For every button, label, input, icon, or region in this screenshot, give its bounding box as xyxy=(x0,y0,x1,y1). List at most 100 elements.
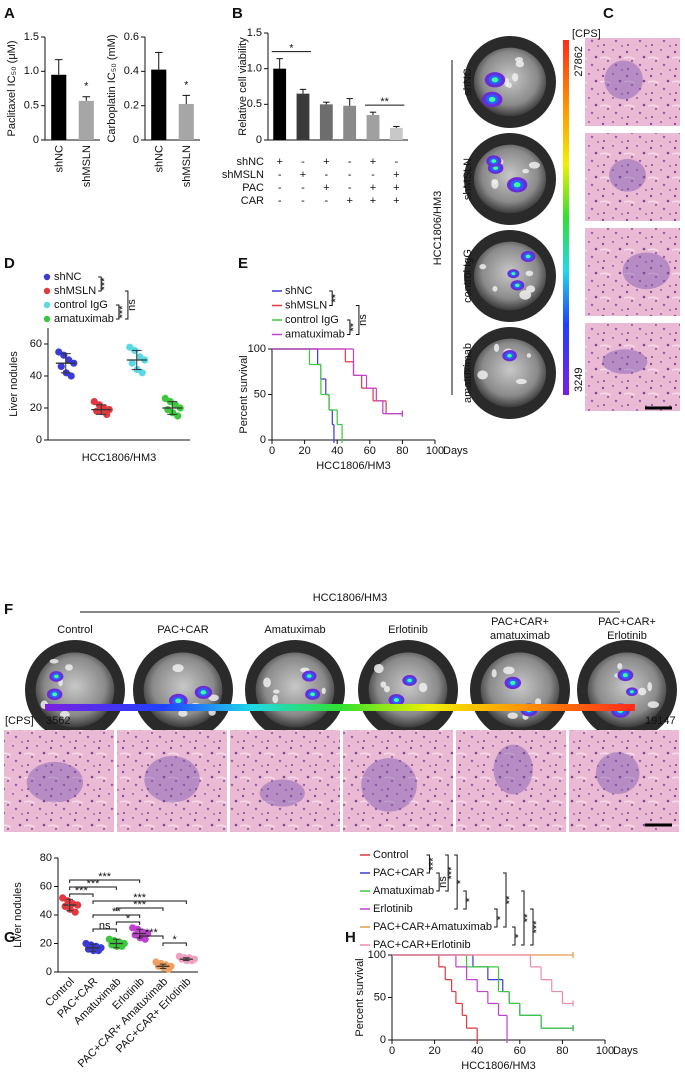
bar xyxy=(51,74,67,140)
x-tick-label: 100 xyxy=(426,445,444,457)
y-tick-label: 100 xyxy=(368,949,386,961)
survival-step xyxy=(519,1003,542,1016)
significance-label: *** xyxy=(145,927,159,939)
legend-label: PAC+CAR xyxy=(373,867,425,879)
histology-image xyxy=(585,133,680,221)
significance-bracket xyxy=(426,854,430,874)
tissue-highlight xyxy=(638,687,647,696)
significance-bracket xyxy=(445,854,449,892)
y-tick-label: 20 xyxy=(40,937,52,949)
x-tick-label: 80 xyxy=(556,1045,568,1057)
y-tick-label: 1.0 xyxy=(247,63,262,75)
significance-label: *** xyxy=(133,899,147,911)
histology-image xyxy=(230,730,340,832)
significance-bracket xyxy=(69,879,141,883)
condition-mark: + xyxy=(323,182,329,194)
significance-label: *** xyxy=(75,885,89,897)
significance-label: * xyxy=(84,81,89,93)
condition-mark: + xyxy=(370,195,376,207)
significance-bracket xyxy=(98,276,102,292)
tissue-highlight xyxy=(263,677,271,688)
survival-step xyxy=(365,375,377,389)
x-tick-label: shNC xyxy=(154,145,166,173)
column-label: Erlotinib xyxy=(388,624,428,636)
x-axis-label: HCC1806/HM3 xyxy=(82,452,157,464)
tissue-highlight xyxy=(504,77,510,87)
condition-label: shMSLN xyxy=(222,169,264,181)
significance-label: *** xyxy=(99,277,111,291)
y-axis-label: Percent survival xyxy=(238,355,250,433)
legend-label: Amatuximab xyxy=(373,885,434,897)
histology-image xyxy=(117,730,227,832)
significance-label: * xyxy=(495,915,507,920)
legend-marker xyxy=(43,315,51,323)
x-tick-label: 20 xyxy=(298,445,310,457)
x-tick-label: 80 xyxy=(396,445,408,457)
significance-bracket xyxy=(124,290,129,320)
y-tick-label: 1.0 xyxy=(24,65,39,77)
tissue-highlight xyxy=(272,694,279,704)
tissue-highlight xyxy=(491,180,499,189)
tissue-highlight xyxy=(491,669,497,678)
signal-core xyxy=(510,680,516,685)
survival-step xyxy=(487,966,503,981)
tissue-highlight xyxy=(380,681,387,688)
survival-step xyxy=(320,364,326,380)
condition-mark: - xyxy=(278,195,282,207)
row-label: shMSLN xyxy=(462,158,474,200)
column-label: Erlotinib xyxy=(607,630,647,642)
survival-step xyxy=(308,349,321,366)
legend-label: control IgG xyxy=(285,314,339,326)
tissue-highlight xyxy=(617,663,623,670)
colorbar-min: 3562 xyxy=(46,715,70,727)
legend-label: shMSLN xyxy=(285,299,327,311)
row-label: shNC xyxy=(462,68,474,96)
condition-mark: + xyxy=(323,156,329,168)
panel-label: C xyxy=(603,5,614,22)
significance-bracket xyxy=(436,872,440,892)
condition-mark: + xyxy=(393,169,399,181)
tissue-highlight xyxy=(493,343,500,353)
condition-mark: - xyxy=(371,169,375,181)
condition-mark: - xyxy=(278,169,282,181)
legend-label: shMSLN xyxy=(54,285,96,297)
histology-nodule xyxy=(595,752,640,795)
x-tick-label: 40 xyxy=(331,445,343,457)
survival-step xyxy=(320,364,330,396)
legend-label: shNC xyxy=(285,285,313,297)
histology-image xyxy=(343,730,453,832)
signal-core xyxy=(52,692,58,697)
histology-nodule xyxy=(26,761,84,803)
significance-label: ns xyxy=(99,920,111,932)
histology-image xyxy=(585,38,680,126)
significance-label: ** xyxy=(330,293,342,302)
bar xyxy=(151,69,167,140)
tissue-highlight xyxy=(535,698,542,706)
colorbar-min: 3249 xyxy=(573,368,585,392)
legend-marker xyxy=(43,301,51,309)
y-axis-label: Liver nodules xyxy=(8,351,20,417)
tissue-highlight xyxy=(418,682,428,693)
significance-bracket xyxy=(69,893,94,897)
tissue-highlight xyxy=(208,694,219,702)
significance-bracket xyxy=(512,926,516,946)
condition-mark: - xyxy=(301,182,305,194)
colorbar xyxy=(45,704,635,711)
condition-label: shNC xyxy=(236,156,264,168)
survival-step xyxy=(438,955,446,968)
tissue-highlight xyxy=(515,60,525,68)
colorbar-unit: [CPS] xyxy=(5,715,34,727)
x-tick-label: 60 xyxy=(364,445,376,457)
y-tick-label: 40 xyxy=(40,909,52,921)
signal-core xyxy=(513,182,521,188)
condition-mark: - xyxy=(394,156,398,168)
group-label: HCC1806/HM3 xyxy=(432,191,444,266)
dot xyxy=(103,410,111,418)
significance-label: *** xyxy=(446,866,458,880)
tissue-highlight xyxy=(479,264,487,270)
y-tick-label: 0 xyxy=(380,1034,386,1046)
survival-step xyxy=(540,966,552,981)
dot xyxy=(138,369,146,377)
column-label: amatuximab xyxy=(490,630,550,642)
histology-nodule xyxy=(604,60,643,100)
